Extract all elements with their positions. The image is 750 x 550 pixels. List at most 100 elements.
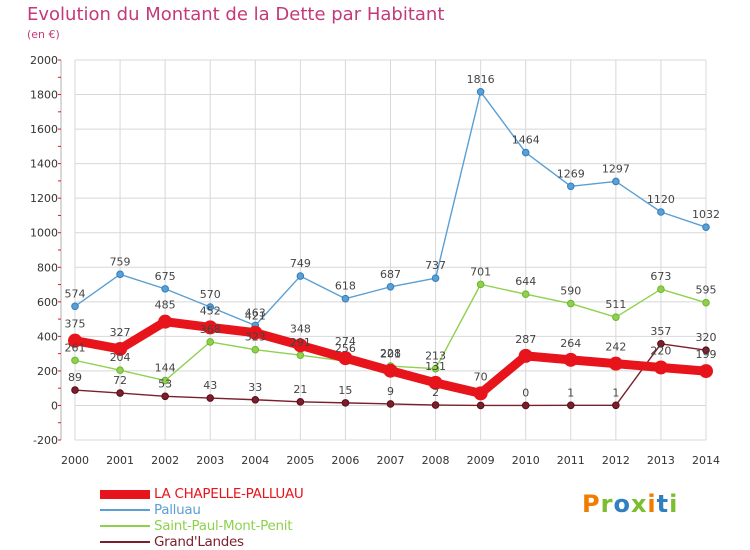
data-point [206, 394, 215, 402]
data-label: 213 [425, 350, 446, 363]
data-label: 201 [380, 348, 401, 361]
data-point [158, 314, 173, 329]
data-label: 323 [245, 331, 266, 344]
series-lines [68, 87, 713, 410]
data-point [702, 346, 710, 354]
data-label: 242 [605, 341, 626, 354]
data-label: 357 [650, 325, 671, 338]
data-point [338, 351, 353, 366]
data-point [386, 282, 395, 291]
data-label: 144 [155, 362, 176, 375]
data-label: 574 [65, 287, 86, 300]
legend-item[interactable]: LA CHAPELLE-PALLUAU [100, 486, 304, 502]
data-point [248, 325, 263, 340]
data-label: 701 [470, 265, 491, 278]
x-tick-label: 2010 [512, 454, 540, 467]
legend-item[interactable]: Saint-Paul-Mont-Penit [100, 518, 303, 534]
data-label: 228 [380, 347, 401, 360]
data-label: 220 [650, 344, 671, 357]
logo-letter: o [613, 490, 631, 518]
data-label: 375 [65, 318, 86, 331]
y-tick-label: 1600 [30, 123, 58, 136]
data-label: 43 [203, 379, 217, 392]
logo-letter: r [600, 490, 614, 518]
data-label: 274 [335, 335, 356, 348]
x-tick-label: 2007 [377, 454, 405, 467]
legend-swatch [100, 525, 150, 527]
data-label: 675 [155, 270, 176, 283]
data-point [341, 294, 350, 303]
y-tick-label: 2000 [30, 54, 58, 67]
data-point [702, 223, 710, 231]
data-point [473, 386, 488, 401]
data-point [702, 298, 710, 307]
data-label: 759 [110, 255, 131, 268]
data-label: 673 [650, 270, 671, 283]
proxiti-logo: Proxiti [582, 490, 678, 518]
y-tick-label: 0 [51, 399, 58, 412]
legend-swatch [100, 541, 150, 543]
data-point [161, 285, 169, 293]
y-tick-label: 600 [37, 296, 58, 309]
data-point [296, 398, 305, 406]
legend-label: Palluau [154, 502, 201, 518]
data-label: 264 [560, 337, 581, 350]
data-label: 1816 [467, 73, 495, 86]
data-label: 1032 [692, 208, 720, 221]
x-tick-label: 2001 [106, 454, 134, 467]
x-tick-label: 2012 [602, 454, 630, 467]
data-point [518, 348, 533, 363]
legend-swatch [100, 509, 150, 511]
data-label: 70 [474, 370, 488, 383]
data-point [699, 364, 713, 379]
data-label: 53 [158, 377, 172, 390]
y-tick-label: 1800 [30, 89, 58, 102]
legend-label: LA CHAPELLE-PALLUAU [154, 486, 304, 502]
x-tick-label: 2013 [647, 454, 675, 467]
data-label: 595 [696, 284, 717, 297]
logo-letter: i [669, 490, 679, 518]
data-label: 15 [338, 384, 352, 397]
data-point [383, 363, 398, 378]
data-point [653, 360, 668, 375]
data-label: 644 [515, 275, 536, 288]
data-point [296, 272, 305, 280]
logo-letter: i [647, 490, 657, 518]
axes: -200 0 200 400 600 800 1000 1200 1400 1600 1800 200… [30, 54, 720, 467]
logo-letter: P [582, 490, 601, 518]
x-tick-label: 2008 [422, 454, 450, 467]
y-tick-label: 800 [37, 261, 58, 274]
x-tick-label: 2000 [61, 454, 89, 467]
data-point [521, 148, 530, 157]
data-label: 33 [248, 381, 262, 394]
x-tick-label: 2014 [692, 454, 720, 467]
logo-letter: x [630, 490, 648, 518]
y-tick-label: 400 [37, 330, 58, 343]
data-label: 1464 [512, 134, 540, 147]
x-tick-label: 2006 [331, 454, 359, 467]
data-label: 199 [696, 348, 717, 361]
data-label: 21 [293, 383, 307, 396]
legend-swatch [100, 489, 150, 499]
data-point [657, 208, 665, 216]
y-tick-label: 1400 [30, 158, 58, 171]
legend-item[interactable]: Palluau [100, 502, 303, 518]
legend-label: Saint-Paul-Mont-Penit [154, 518, 293, 534]
data-point [431, 364, 440, 373]
legend: LA CHAPELLE-PALLUAU Palluau Saint-Paul-M… [100, 486, 304, 550]
data-label: 348 [290, 322, 311, 335]
data-point [566, 182, 575, 191]
data-label: 421 [245, 310, 266, 323]
data-label: 1 [567, 386, 574, 399]
data-point [612, 177, 620, 186]
data-label: 452 [200, 304, 221, 317]
data-label: 570 [200, 288, 221, 301]
x-tick-label: 2002 [151, 454, 179, 467]
legend-item[interactable]: Grand'Landes [100, 534, 303, 550]
data-label: 1120 [647, 193, 675, 206]
series-3 [71, 339, 710, 410]
data-point [657, 285, 665, 294]
data-point [566, 401, 575, 410]
